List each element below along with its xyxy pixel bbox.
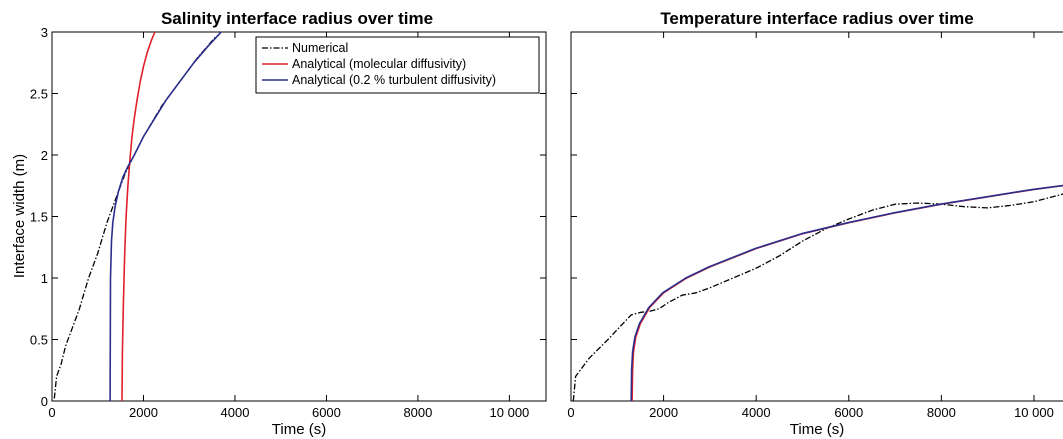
temperature-chart: Temperature interface radius over time 0… [567, 9, 1063, 438]
temperature-x-tick-label: 2000 [649, 405, 678, 420]
salinity-series-numerical [54, 36, 216, 399]
salinity-y-tick-label: 2 [41, 148, 48, 163]
temperature-chart-title: Temperature interface radius over time [660, 9, 973, 28]
salinity-x-tick-label: 2000 [129, 405, 158, 420]
salinity-x-axis-label: Time (s) [272, 421, 326, 438]
salinity-x-tick-label: 4000 [221, 405, 250, 420]
temperature-x-axis-label: Time (s) [790, 421, 844, 438]
temperature-ticks: 0 2000 4000 6000 8000 10 000 [567, 32, 1063, 420]
temperature-x-tick-label: 8000 [927, 405, 956, 420]
temperature-x-tick-label: 0 [567, 405, 574, 420]
salinity-y-axis-label: Interface width (m) [11, 154, 28, 278]
legend-label-molecular: Analytical (molecular diffusivity) [292, 57, 466, 71]
salinity-y-tick-label: 0.5 [30, 333, 48, 348]
salinity-lines [54, 32, 221, 401]
legend-label-turbulent: Analytical (0.2 % turbulent diffusivity) [292, 73, 496, 87]
temperature-lines [573, 185, 1063, 402]
legend-label-numerical: Numerical [292, 41, 348, 55]
salinity-chart-title: Salinity interface radius over time [161, 9, 433, 28]
salinity-y-tick-label: 2.5 [30, 87, 48, 102]
salinity-x-tick-label: 6000 [312, 405, 341, 420]
temperature-x-tick-label: 10 000 [1014, 405, 1054, 420]
salinity-chart: Salinity interface radius over time 0 200… [11, 9, 546, 438]
salinity-series-molecular [122, 32, 155, 401]
salinity-x-tick-label: 0 [48, 405, 55, 420]
salinity-y-tick-label: 1 [41, 271, 48, 286]
salinity-y-tick-label: 0 [41, 394, 48, 409]
salinity-y-tick-label: 3 [41, 25, 48, 40]
salinity-x-tick-label: 8000 [403, 405, 432, 420]
temperature-x-tick-label: 4000 [742, 405, 771, 420]
salinity-y-tick-label: 1.5 [30, 210, 48, 225]
temperature-series-numerical [573, 192, 1063, 401]
temperature-plot-frame [571, 32, 1063, 401]
salinity-x-tick-label: 10 000 [490, 405, 530, 420]
legend: Numerical Analytical (molecular diffusiv… [256, 37, 539, 93]
temperature-x-tick-label: 6000 [834, 405, 863, 420]
